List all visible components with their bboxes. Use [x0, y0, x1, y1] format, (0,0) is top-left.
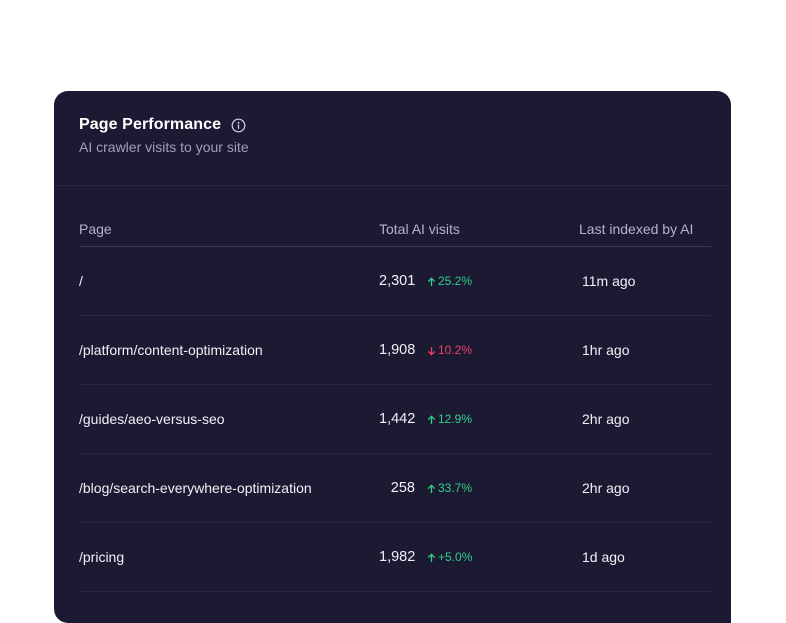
title-row: Page Performance	[79, 116, 249, 134]
arrow-up-icon	[427, 552, 436, 562]
visits-cell: 1,908 10.2%	[379, 342, 579, 358]
visits-cell: 1,982 +5.0%	[379, 549, 579, 565]
card-subtitle: AI crawler visits to your site	[79, 139, 249, 155]
arrow-up-icon	[427, 414, 436, 424]
page-path[interactable]: /platform/content-optimization	[79, 342, 263, 358]
delta-value: 12.9%	[438, 412, 473, 426]
delta-badge: 33.7%	[427, 481, 472, 495]
table-header: Page Total AI visits Last indexed by AI	[79, 211, 711, 247]
card-title: Page Performance	[79, 116, 222, 133]
table-body: / 2,301 25.2% 11m ago/platform/content-opti…	[79, 247, 711, 592]
delta-badge: +5.0%	[427, 550, 472, 564]
arrow-up-icon	[427, 276, 436, 286]
last-indexed: 1hr ago	[582, 342, 630, 358]
last-indexed: 11m ago	[582, 273, 636, 289]
delta-value: 33.7%	[438, 481, 473, 495]
arrow-down-icon	[427, 345, 436, 356]
delta-badge: 12.9%	[427, 412, 472, 426]
arrow-up-icon	[427, 483, 436, 493]
last-indexed: 2hr ago	[582, 480, 630, 496]
header-divider	[54, 185, 731, 186]
visits-count: 1,908	[379, 342, 416, 358]
last-indexed: 2hr ago	[582, 411, 630, 427]
delta-value: +5.0%	[438, 550, 473, 564]
page-path[interactable]: /guides/aeo-versus-seo	[79, 411, 225, 427]
delta-badge: 25.2%	[427, 274, 472, 288]
visits-cell: 1,442 12.9%	[379, 411, 579, 427]
table-row[interactable]: /blog/search-everywhere-optimization 258 3…	[79, 454, 711, 523]
table-row[interactable]: / 2,301 25.2% 11m ago	[79, 247, 711, 316]
card-header: Page Performance AI crawler visits to yo…	[79, 116, 249, 155]
visits-count: 1,442	[379, 411, 416, 427]
column-header-page[interactable]: Page	[79, 220, 112, 237]
delta-badge: 10.2%	[427, 343, 472, 357]
visits-count: 1,982	[379, 549, 416, 565]
visits-count: 258	[390, 480, 415, 496]
page-performance-card: Page Performance AI crawler visits to yo…	[54, 91, 731, 623]
page-path[interactable]: /pricing	[79, 549, 125, 565]
page-path[interactable]: /	[79, 273, 83, 289]
column-header-visits[interactable]: Total AI visits	[379, 220, 460, 237]
page-path[interactable]: /blog/search-everywhere-optimization	[79, 480, 312, 496]
delta-value: 25.2%	[438, 274, 473, 288]
visits-count: 2,301	[379, 273, 416, 289]
delta-value: 10.2%	[438, 343, 473, 357]
info-icon[interactable]	[231, 118, 246, 133]
table-row[interactable]: /guides/aeo-versus-seo 1,442 12.9% 2hr ago	[79, 385, 711, 454]
column-header-last-indexed[interactable]: Last indexed by AI	[579, 220, 694, 237]
performance-table: Page Total AI visits Last indexed by AI …	[79, 211, 711, 592]
last-indexed: 1d ago	[582, 549, 625, 565]
visits-cell: 258 33.7%	[379, 480, 579, 496]
table-row[interactable]: /pricing 1,982 +5.0% 1d ago	[79, 523, 711, 592]
table-row[interactable]: /platform/content-optimization 1,908 10.2%…	[79, 316, 711, 385]
visits-cell: 2,301 25.2%	[379, 273, 579, 289]
